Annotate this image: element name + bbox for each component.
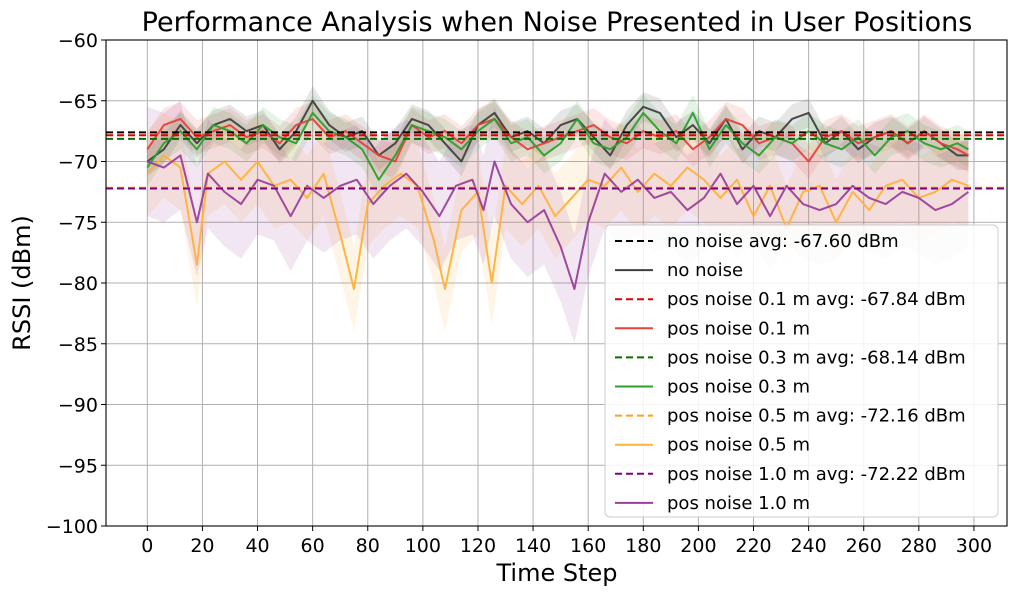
y-tick-label: −75 bbox=[58, 212, 98, 234]
x-tick-label: 180 bbox=[625, 535, 661, 557]
legend: no noise avg: -67.60 dBm no noise pos nois… bbox=[604, 224, 999, 518]
y-tick-label: −90 bbox=[58, 395, 98, 417]
y-tick-label: −60 bbox=[58, 30, 98, 52]
legend-items: no noise avg: -67.60 dBm no noise pos nois… bbox=[615, 231, 966, 514]
x-tick-label: 280 bbox=[901, 535, 937, 557]
series-line-pos-noise-0-5-m bbox=[146, 154, 969, 291]
x-tick-label: 260 bbox=[846, 535, 882, 557]
x-tick-label: 160 bbox=[570, 535, 606, 557]
legend-pos-noise-0-3-m-label: pos noise 0.3 m bbox=[667, 377, 810, 398]
y-tick-label: −95 bbox=[58, 455, 98, 477]
band-pos-noise-0-5-m bbox=[147, 112, 969, 332]
x-tick-label: 100 bbox=[405, 535, 441, 557]
band-pos-noise-1-0-m bbox=[147, 100, 969, 344]
legend-avg-pos-noise-0-1-m-label: pos noise 0.1 m avg: -67.84 dBm bbox=[667, 289, 966, 310]
legend-pos-noise-0-1-m-label: pos noise 0.1 m bbox=[667, 318, 810, 339]
x-tick-label: 0 bbox=[141, 535, 153, 557]
x-axis-ticks: 0 20 40 60 80 100 120 140 160 180 200 220 240 260 280 3… bbox=[141, 526, 992, 557]
x-tick-label: 60 bbox=[301, 535, 325, 557]
legend-frame bbox=[604, 224, 999, 518]
legend-no-noise-label: no noise bbox=[667, 260, 743, 281]
legend-avg-pos-noise-0-5-m-label: pos noise 0.5 m avg: -72.16 dBm bbox=[667, 406, 966, 427]
x-tick-label: 40 bbox=[245, 535, 269, 557]
y-tick-label: −65 bbox=[58, 91, 98, 113]
legend-pos-noise-0-5-m-label: pos noise 0.5 m bbox=[667, 435, 810, 456]
legend-avg-pos-noise-1-0-m-label: pos noise 1.0 m avg: -72.22 dBm bbox=[667, 464, 966, 485]
x-tick-label: 120 bbox=[460, 535, 496, 557]
series-line-pos-noise-1-0-m bbox=[146, 154, 970, 291]
chart-title: Performance Analysis when Noise Presente… bbox=[142, 7, 973, 38]
x-tick-label: 200 bbox=[680, 535, 716, 557]
x-tick-label: 300 bbox=[956, 535, 992, 557]
y-tick-label: −70 bbox=[58, 152, 98, 174]
x-tick-label: 220 bbox=[735, 535, 771, 557]
band-pos-noise-0-1-m bbox=[147, 101, 969, 179]
legend-pos-noise-1-0-m-label: pos noise 1.0 m bbox=[667, 493, 810, 514]
x-tick-label: 240 bbox=[790, 535, 826, 557]
legend-avg-no-noise-label: no noise avg: -67.60 dBm bbox=[667, 231, 899, 252]
y-axis-title: RSSI (dBm) bbox=[8, 215, 36, 351]
y-tick-label: −80 bbox=[58, 273, 98, 295]
y-tick-label: −85 bbox=[58, 334, 98, 356]
x-tick-label: 20 bbox=[190, 535, 214, 557]
x-axis-title: Time Step bbox=[495, 559, 617, 587]
average-lines bbox=[106, 131, 1007, 190]
y-axis-ticks: −100 −95 −90 −85 −80 −75 −70 −65 −60 bbox=[46, 30, 106, 538]
band-no-noise bbox=[147, 86, 969, 177]
x-tick-label: 140 bbox=[515, 535, 551, 557]
y-tick-label: −100 bbox=[46, 516, 98, 538]
legend-avg-pos-noise-0-3-m-label: pos noise 0.3 m avg: -68.14 dBm bbox=[667, 347, 966, 368]
x-tick-label: 80 bbox=[356, 535, 380, 557]
